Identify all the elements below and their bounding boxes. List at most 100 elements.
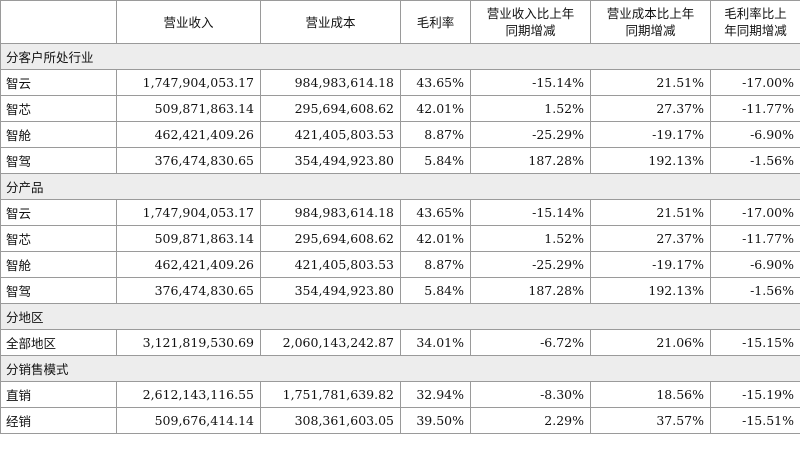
- margin-yoy-cell: -15.51%: [710, 407, 800, 434]
- header-cell-revenue: 营业收入: [116, 0, 261, 44]
- row-label: 直销: [0, 381, 117, 408]
- cost-yoy-cell: 37.57%: [590, 407, 711, 434]
- section-row: 分客户所处行业: [0, 43, 800, 70]
- row-label: 智云: [0, 69, 117, 96]
- gross-margin-cell: 32.94%: [400, 381, 471, 408]
- cost-cell: 354,494,923.80: [260, 147, 401, 174]
- revenue-cell: 1,747,904,053.17: [116, 69, 261, 96]
- header-cell-gross-margin: 毛利率: [400, 0, 471, 44]
- header-line: 毛利率比上: [724, 6, 787, 21]
- margin-yoy-cell: -17.00%: [710, 69, 800, 96]
- cost-yoy-cell: 27.37%: [590, 95, 711, 122]
- gross-margin-cell: 42.01%: [400, 225, 471, 252]
- row-label: 智芯: [0, 95, 117, 122]
- table-row: 智舱 462,421,409.26 421,405,803.53 8.87% -25.2…: [0, 251, 800, 278]
- gross-margin-cell: 43.65%: [400, 199, 471, 226]
- revenue-yoy-cell: 1.52%: [470, 225, 591, 252]
- header-line: 同期增减: [625, 23, 676, 38]
- revenue-yoy-cell: 2.29%: [470, 407, 591, 434]
- table-row: 直销 2,612,143,116.55 1,751,781,639.82 32.94%…: [0, 381, 800, 408]
- section-row: 分产品: [0, 173, 800, 200]
- revenue-cell: 1,747,904,053.17: [116, 199, 261, 226]
- table-row: 智驾 376,474,830.65 354,494,923.80 5.84% 187.2…: [0, 277, 800, 304]
- revenue-cell: 462,421,409.26: [116, 251, 261, 278]
- header-row: 营业收入 营业成本 毛利率 营业收入比上年 同期增减 营业成本比上年 同期增减 …: [0, 0, 800, 44]
- header-line: 年同期增减: [724, 23, 787, 38]
- section-title: 分地区: [0, 303, 800, 330]
- section-title: 分客户所处行业: [0, 43, 800, 70]
- header-cell-margin-yoy: 毛利率比上 年同期增减: [710, 0, 800, 44]
- row-label: 智驾: [0, 277, 117, 304]
- cost-yoy-cell: 21.51%: [590, 69, 711, 96]
- revenue-cell: 462,421,409.26: [116, 121, 261, 148]
- revenue-cell: 376,474,830.65: [116, 147, 261, 174]
- revenue-yoy-cell: -15.14%: [470, 199, 591, 226]
- margin-yoy-cell: -11.77%: [710, 95, 800, 122]
- margin-yoy-cell: -15.19%: [710, 381, 800, 408]
- header-cell-category: [0, 0, 117, 44]
- gross-margin-cell: 42.01%: [400, 95, 471, 122]
- revenue-yoy-cell: -25.29%: [470, 121, 591, 148]
- cost-cell: 984,983,614.18: [260, 69, 401, 96]
- revenue-cell: 509,871,863.14: [116, 95, 261, 122]
- cost-yoy-cell: 27.37%: [590, 225, 711, 252]
- gross-margin-cell: 34.01%: [400, 329, 471, 356]
- financial-table: 营业收入 营业成本 毛利率 营业收入比上年 同期增减 营业成本比上年 同期增减 …: [0, 0, 800, 434]
- cost-cell: 295,694,608.62: [260, 225, 401, 252]
- header-cell-cost-yoy: 营业成本比上年 同期增减: [590, 0, 711, 44]
- cost-cell: 308,361,603.05: [260, 407, 401, 434]
- revenue-cell: 376,474,830.65: [116, 277, 261, 304]
- table-row: 智云 1,747,904,053.17 984,983,614.18 43.65% -1…: [0, 69, 800, 96]
- cost-cell: 1,751,781,639.82: [260, 381, 401, 408]
- section-title: 分产品: [0, 173, 800, 200]
- table-body: 分客户所处行业 智云 1,747,904,053.17 984,983,614.18 4…: [0, 43, 800, 434]
- cost-yoy-cell: -19.17%: [590, 121, 711, 148]
- header-line: 营业成本比上年: [606, 6, 695, 21]
- margin-yoy-cell: -15.15%: [710, 329, 800, 356]
- cost-yoy-cell: 21.51%: [590, 199, 711, 226]
- table-header: 营业收入 营业成本 毛利率 营业收入比上年 同期增减 营业成本比上年 同期增减 …: [0, 0, 800, 44]
- section-title: 分销售模式: [0, 355, 800, 382]
- gross-margin-cell: 39.50%: [400, 407, 471, 434]
- cost-yoy-cell: -19.17%: [590, 251, 711, 278]
- row-label: 智舱: [0, 251, 117, 278]
- revenue-cell: 2,612,143,116.55: [116, 381, 261, 408]
- gross-margin-cell: 5.84%: [400, 277, 471, 304]
- cost-cell: 421,405,803.53: [260, 251, 401, 278]
- revenue-yoy-cell: -25.29%: [470, 251, 591, 278]
- revenue-cell: 509,676,414.14: [116, 407, 261, 434]
- revenue-yoy-cell: -6.72%: [470, 329, 591, 356]
- cost-yoy-cell: 18.56%: [590, 381, 711, 408]
- margin-yoy-cell: -11.77%: [710, 225, 800, 252]
- margin-yoy-cell: -17.00%: [710, 199, 800, 226]
- row-label: 经销: [0, 407, 117, 434]
- table-row: 经销 509,676,414.14 308,361,603.05 39.50% 2.29…: [0, 407, 800, 434]
- revenue-yoy-cell: 187.28%: [470, 277, 591, 304]
- row-label: 智云: [0, 199, 117, 226]
- cost-yoy-cell: 192.13%: [590, 277, 711, 304]
- cost-cell: 2,060,143,242.87: [260, 329, 401, 356]
- header-cell-cost: 营业成本: [260, 0, 401, 44]
- table-row: 智芯 509,871,863.14 295,694,608.62 42.01% 1.52…: [0, 95, 800, 122]
- margin-yoy-cell: -6.90%: [710, 121, 800, 148]
- margin-yoy-cell: -6.90%: [710, 251, 800, 278]
- revenue-yoy-cell: -15.14%: [470, 69, 591, 96]
- cost-cell: 295,694,608.62: [260, 95, 401, 122]
- section-row: 分销售模式: [0, 355, 800, 382]
- row-label: 全部地区: [0, 329, 117, 356]
- cost-yoy-cell: 192.13%: [590, 147, 711, 174]
- gross-margin-cell: 43.65%: [400, 69, 471, 96]
- table-row: 智云 1,747,904,053.17 984,983,614.18 43.65% -1…: [0, 199, 800, 226]
- cost-yoy-cell: 21.06%: [590, 329, 711, 356]
- section-row: 分地区: [0, 303, 800, 330]
- revenue-yoy-cell: -8.30%: [470, 381, 591, 408]
- table-row: 智驾 376,474,830.65 354,494,923.80 5.84% 187.2…: [0, 147, 800, 174]
- row-label: 智驾: [0, 147, 117, 174]
- revenue-yoy-cell: 1.52%: [470, 95, 591, 122]
- cost-cell: 354,494,923.80: [260, 277, 401, 304]
- revenue-cell: 3,121,819,530.69: [116, 329, 261, 356]
- cost-cell: 421,405,803.53: [260, 121, 401, 148]
- gross-margin-cell: 8.87%: [400, 251, 471, 278]
- row-label: 智芯: [0, 225, 117, 252]
- table-row: 智芯 509,871,863.14 295,694,608.62 42.01% 1.52…: [0, 225, 800, 252]
